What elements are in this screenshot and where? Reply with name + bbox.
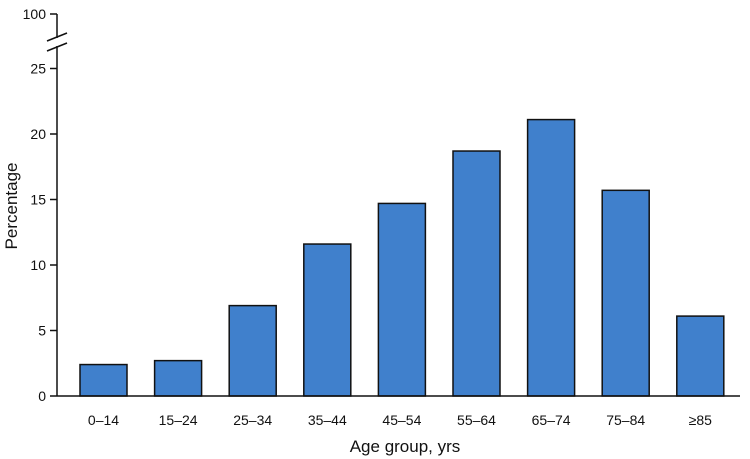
y-tick-label-3: 15 (30, 192, 46, 208)
x-tick-labels-group: 0–14 15–24 25–34 35–44 45–54 55–64 65–74 75–84 ≥… (88, 412, 712, 428)
axis-break-mark-bottom (46, 42, 68, 52)
bar-1 (153, 359, 203, 397)
y-tick-label-4: 20 (30, 126, 46, 142)
x-tick-label-8: ≥85 (689, 412, 712, 428)
x-tick-label-5: 55–64 (457, 412, 496, 428)
axis-break-mark-top (46, 32, 68, 42)
bar-7 (601, 189, 650, 397)
bar-5 (452, 150, 501, 397)
bar-2 (228, 304, 277, 397)
bar-6 (526, 118, 576, 397)
bar-4 (377, 202, 427, 397)
bar-0 (79, 363, 128, 397)
y-tick-label-5: 25 (30, 61, 46, 77)
x-tick-label-7: 75–84 (606, 412, 645, 428)
x-tick-label-0: 0–14 (88, 412, 119, 428)
x-axis-title: Age group, yrs (350, 437, 461, 456)
axis-break-gap (54, 38, 60, 46)
bar-3 (303, 243, 352, 397)
axes-group (46, 14, 740, 397)
bars-group (79, 118, 725, 397)
x-tick-label-6: 65–74 (532, 412, 571, 428)
y-ticks-group: 0 5 10 15 20 25 100 (23, 6, 57, 404)
y-axis-title: Percentage (2, 163, 21, 250)
y-tick-label-6: 100 (23, 6, 47, 22)
y-tick-label-1: 5 (38, 323, 46, 339)
y-tick-label-0: 0 (38, 388, 46, 404)
bar-8 (676, 315, 725, 397)
x-tick-label-4: 45–54 (382, 412, 421, 428)
x-tick-label-1: 15–24 (159, 412, 198, 428)
x-tick-label-2: 25–34 (233, 412, 272, 428)
x-tick-label-3: 35–44 (308, 412, 347, 428)
y-tick-label-2: 10 (30, 257, 46, 273)
